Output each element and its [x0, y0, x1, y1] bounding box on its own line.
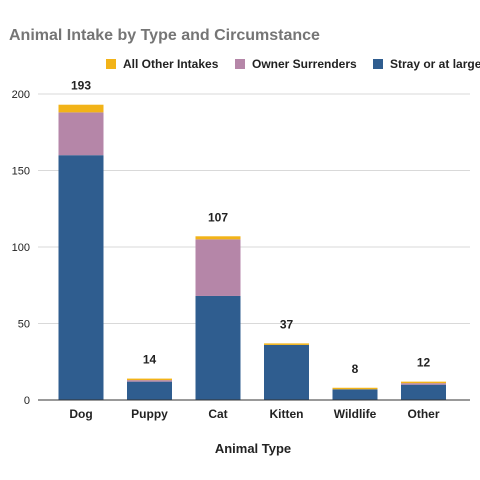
total-labels: 193 14 107 37 8 12 [71, 79, 431, 376]
total-label: 37 [280, 317, 294, 331]
bar-segment [127, 380, 172, 382]
total-label: 193 [71, 79, 91, 93]
total-label: 14 [143, 353, 157, 367]
x-tick-label: Dog [69, 407, 92, 421]
bar-segment [401, 381, 446, 384]
bar-segment [195, 295, 241, 400]
bar-segment [127, 381, 172, 400]
y-tick-label: 100 [12, 242, 30, 254]
bar-segment [195, 236, 241, 240]
bar-segment [195, 239, 241, 296]
y-tick-label: 200 [12, 89, 30, 101]
x-tick-label: Cat [208, 407, 227, 421]
bar-segment [264, 343, 309, 345]
legend-label: Stray or at large [390, 57, 480, 71]
legend: All Other Intakes Owner Surrenders Stray o… [106, 57, 480, 71]
bar-segment [332, 387, 378, 390]
x-tick-label: Puppy [131, 407, 168, 421]
legend-swatch [235, 59, 245, 69]
total-label: 12 [417, 356, 431, 370]
x-tick-label: Kitten [270, 407, 304, 421]
y-axis-ticks: 0 50 100 150 200 [12, 89, 30, 407]
total-label: 107 [208, 210, 228, 224]
bar-segment [58, 155, 104, 400]
bars [58, 104, 446, 400]
x-axis-title: Animal Type [215, 441, 291, 456]
bar-segment [58, 104, 104, 113]
bar-segment [127, 378, 172, 381]
y-tick-label: 150 [12, 166, 30, 178]
gridlines [38, 93, 470, 324]
y-tick-label: 50 [18, 319, 30, 331]
chart-title: Animal Intake by Type and Circumstance [9, 27, 320, 44]
legend-swatch [106, 59, 116, 69]
total-label: 8 [352, 362, 359, 376]
legend-label: Owner Surrenders [252, 57, 357, 71]
bar-segment [401, 384, 446, 400]
bar-segment [264, 344, 309, 400]
bar-segment [332, 389, 378, 400]
x-tick-label: Other [407, 407, 439, 421]
legend-swatch [373, 59, 383, 69]
x-axis-ticks: Dog Puppy Cat Kitten Wildlife Other [69, 407, 439, 421]
legend-label: All Other Intakes [123, 57, 219, 71]
bar-segment [401, 383, 446, 385]
x-tick-label: Wildlife [334, 407, 377, 421]
y-tick-label: 0 [24, 395, 30, 407]
bar-segment [58, 112, 104, 156]
